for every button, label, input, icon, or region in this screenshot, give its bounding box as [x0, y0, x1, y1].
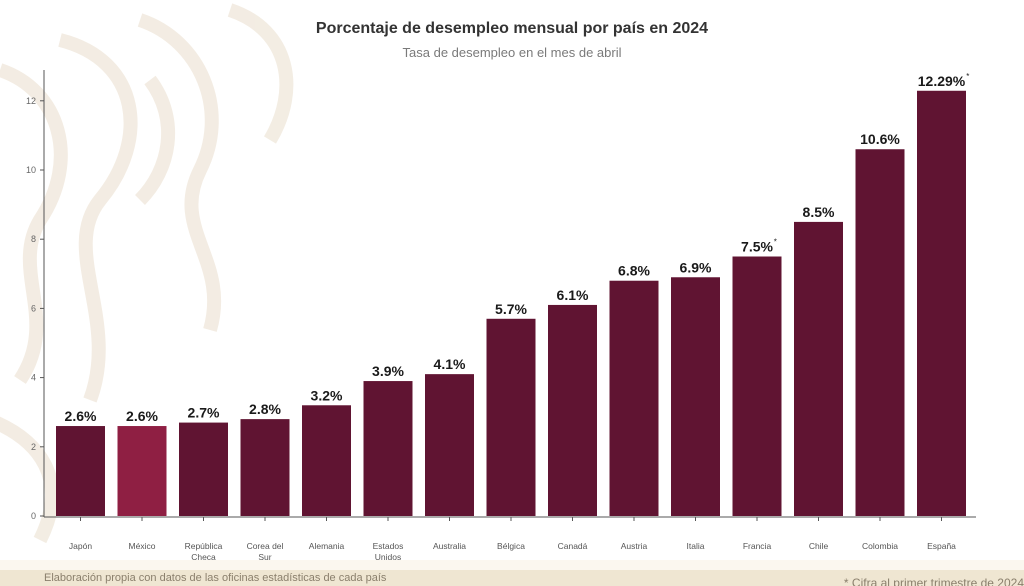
- bar: [671, 277, 720, 516]
- bar: [117, 426, 167, 516]
- x-tick-label-line: Australia: [433, 541, 466, 551]
- bar: [794, 221, 843, 516]
- data-label: 4.1%: [434, 356, 466, 372]
- data-label: 7.5%: [741, 239, 773, 255]
- x-tick-label: Alemania: [309, 541, 345, 551]
- x-tick-label-line: México: [129, 541, 156, 551]
- x-tick-label: Italia: [687, 541, 705, 551]
- y-tick-label: 2: [31, 442, 36, 452]
- x-tick-label-line: República: [185, 541, 223, 551]
- footnote: * Cifra al primer trimestre de 2024: [843, 576, 1024, 586]
- bar: [609, 280, 659, 516]
- bar: [363, 381, 413, 516]
- data-label: 8.5%: [803, 204, 835, 220]
- bar: [240, 419, 290, 516]
- data-label: 10.6%: [860, 131, 900, 147]
- x-tick-label-line: Italia: [687, 541, 705, 551]
- data-label: 12.29%: [918, 73, 966, 89]
- bar: [917, 90, 966, 517]
- data-label: 6.9%: [680, 259, 712, 275]
- x-tick-label: Canadá: [558, 541, 588, 551]
- x-tick-label: Colombia: [862, 541, 898, 551]
- x-tick-label: Japón: [69, 541, 92, 551]
- data-label: 2.6%: [126, 408, 158, 424]
- x-tick-label-line: Checa: [191, 552, 216, 562]
- y-tick-label: 4: [31, 373, 36, 383]
- y-tick-label: 12: [26, 96, 36, 106]
- x-tick-label: Australia: [433, 541, 466, 551]
- x-tick-label: Chile: [809, 541, 829, 551]
- chart-subtitle: Tasa de desempleo en el mes de abril: [402, 45, 622, 60]
- x-tick-label-line: Corea del: [247, 541, 284, 551]
- bar: [425, 374, 474, 516]
- bar: [179, 422, 228, 516]
- x-tick-label: México: [129, 541, 156, 551]
- source-note: Elaboración propia con datos de las ofic…: [44, 572, 387, 584]
- data-label: 3.9%: [372, 363, 404, 379]
- data-label: 5.7%: [495, 301, 527, 317]
- bar: [302, 405, 351, 516]
- x-tick-label: Estados Unidos: [373, 541, 404, 562]
- chart-footer: Elaboración propia con datos de las ofic…: [0, 570, 1024, 586]
- x-tick-label-line: España: [927, 541, 956, 551]
- x-tick-label-line: Estados: [373, 541, 404, 551]
- x-tick-label-line: Sur: [258, 552, 271, 562]
- x-tick-label-line: Bélgica: [497, 541, 525, 551]
- x-tick-label-line: Canadá: [558, 541, 588, 551]
- asterisk-mark: *: [966, 72, 969, 81]
- data-label: 3.2%: [311, 387, 343, 403]
- bar-chart: 0 2 4 6 8 10 12 2.6% Japón 2.6% México 2.7% Repúblic…: [26, 70, 976, 562]
- bar: [855, 149, 905, 517]
- x-tick-label-line: Francia: [743, 541, 772, 551]
- data-label: 2.8%: [249, 401, 281, 417]
- data-label: 2.7%: [188, 405, 220, 421]
- x-tick-label-line: Austria: [621, 541, 648, 551]
- y-tick-label: 6: [31, 303, 36, 313]
- chart-title: Porcentaje de desempleo mensual por país…: [315, 20, 709, 37]
- x-tick-label-line: Japón: [69, 541, 92, 551]
- bar: [732, 256, 782, 516]
- bar: [548, 304, 597, 516]
- x-tick-label-line: Chile: [809, 541, 829, 551]
- bottom-margin: [0, 560, 1024, 570]
- x-tick-label: España: [927, 541, 956, 551]
- bar: [56, 426, 105, 516]
- y-tick-label: 10: [26, 165, 36, 175]
- x-tick-label: Austria: [621, 541, 648, 551]
- x-tick-label-line: Alemania: [309, 541, 345, 551]
- x-tick-label-line: Unidos: [375, 552, 401, 562]
- y-tick-label: 0: [31, 511, 36, 521]
- x-tick-label-line: Colombia: [862, 541, 898, 551]
- data-label: 6.8%: [618, 263, 650, 279]
- x-tick-label: Corea del Sur: [247, 541, 284, 562]
- x-tick-label: Bélgica: [497, 541, 525, 551]
- x-tick-label: Francia: [743, 541, 772, 551]
- x-tick-label: República Checa: [185, 541, 223, 562]
- data-label: 2.6%: [65, 408, 97, 424]
- bar: [486, 318, 536, 516]
- asterisk-mark: *: [774, 238, 777, 247]
- data-label: 6.1%: [557, 287, 589, 303]
- y-tick-label: 8: [31, 234, 36, 244]
